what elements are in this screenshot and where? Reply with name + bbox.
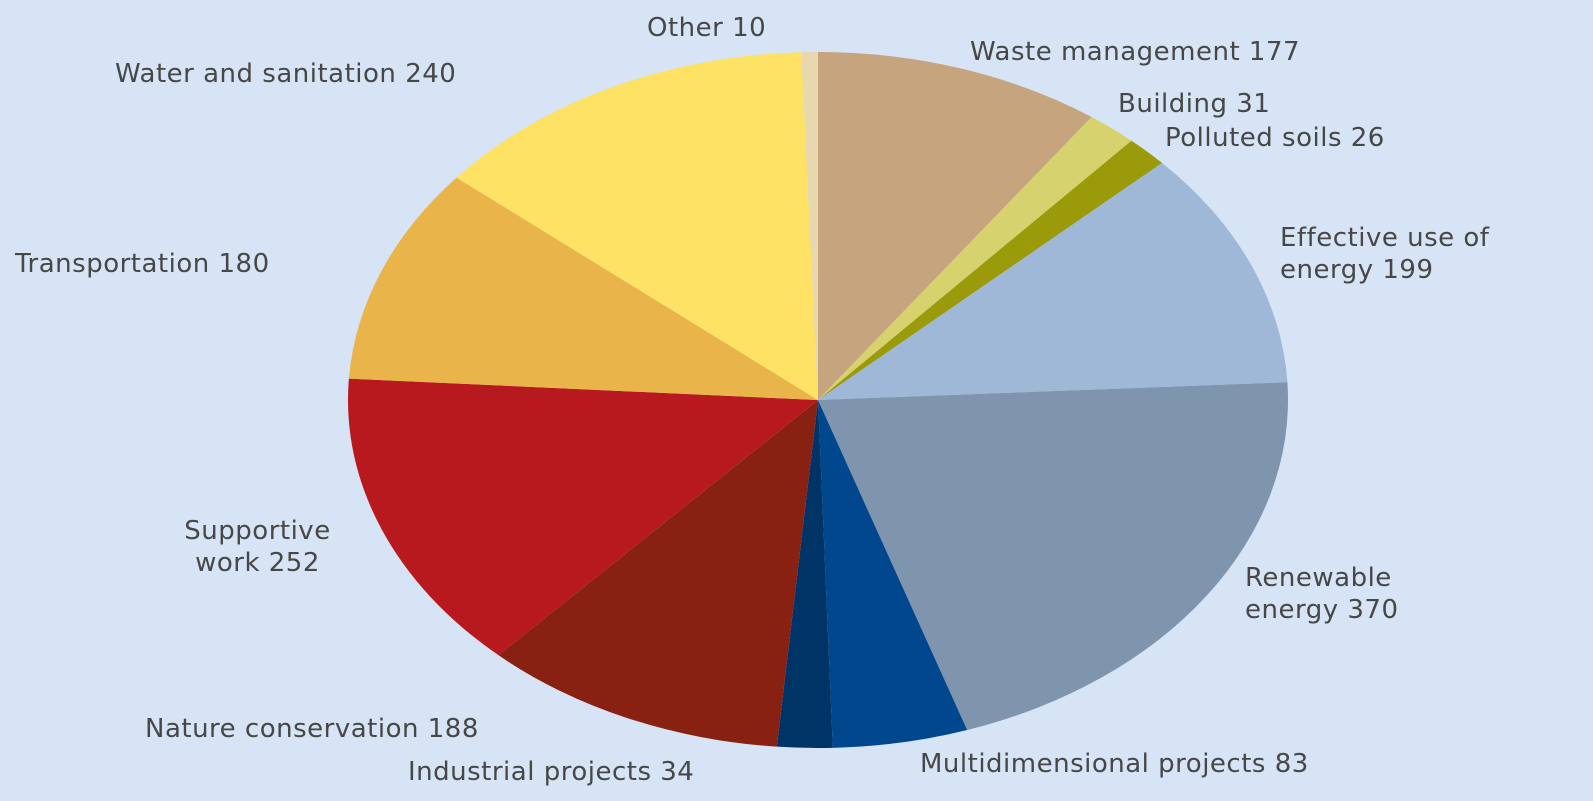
slice-label: Polluted soils 26 — [1165, 122, 1385, 154]
label-category: Water and sanitation — [115, 59, 397, 89]
slice-label: Water and sanitation 240 — [115, 58, 456, 90]
slice-label: Effective use of energy 199 — [1280, 222, 1570, 286]
pie-slice — [348, 378, 818, 656]
pie-slice — [818, 400, 968, 748]
slice-label: Transportation 180 — [15, 248, 270, 280]
pie-slice — [776, 400, 833, 748]
label-value: 26 — [1350, 123, 1385, 153]
pie-slice — [801, 52, 818, 400]
slice-label: Multidimensional projects 83 — [920, 748, 1309, 780]
pie-slice — [818, 52, 1092, 400]
label-category: Polluted soils — [1165, 123, 1342, 153]
label-value: 34 — [660, 757, 695, 787]
slice-label: Building 31 — [1118, 88, 1270, 120]
label-value: 370 — [1347, 595, 1399, 625]
label-category: Effective use of energy — [1280, 223, 1490, 285]
label-category: Multidimensional projects — [920, 749, 1266, 779]
slice-label: Waste management 177 — [970, 36, 1300, 68]
slice-label: Other 10 — [647, 12, 766, 44]
pie-slice — [498, 400, 818, 747]
pie-slice — [818, 162, 1288, 400]
slice-label: Renewable energy 370 — [1245, 562, 1475, 626]
pie-slice — [348, 177, 818, 400]
pie-slice — [456, 52, 818, 401]
slice-label: Industrial projects 34 — [408, 756, 694, 788]
pie-slice — [818, 382, 1288, 731]
pie-slice — [818, 140, 1163, 400]
label-category: Supportive work — [184, 516, 331, 578]
slice-label: Nature conservation 188 — [145, 713, 479, 745]
slice-label: Supportive work 252 — [150, 515, 365, 579]
label-category: Waste management — [970, 37, 1241, 67]
label-value: 31 — [1236, 89, 1271, 119]
label-value: 199 — [1382, 255, 1434, 285]
label-category: Transportation — [15, 249, 210, 279]
label-category: Renewable energy — [1245, 563, 1392, 625]
label-value: 188 — [427, 714, 479, 744]
label-category: Other — [647, 13, 724, 43]
pie-slice — [818, 117, 1132, 401]
label-category: Industrial projects — [408, 757, 652, 787]
label-value: 177 — [1248, 37, 1301, 67]
label-value: 252 — [268, 548, 320, 578]
label-value: 240 — [405, 59, 457, 89]
label-value: 83 — [1274, 749, 1309, 779]
label-category: Nature conservation — [145, 714, 419, 744]
label-value: 180 — [218, 249, 270, 279]
label-category: Building — [1118, 89, 1228, 119]
label-value: 10 — [732, 13, 767, 43]
